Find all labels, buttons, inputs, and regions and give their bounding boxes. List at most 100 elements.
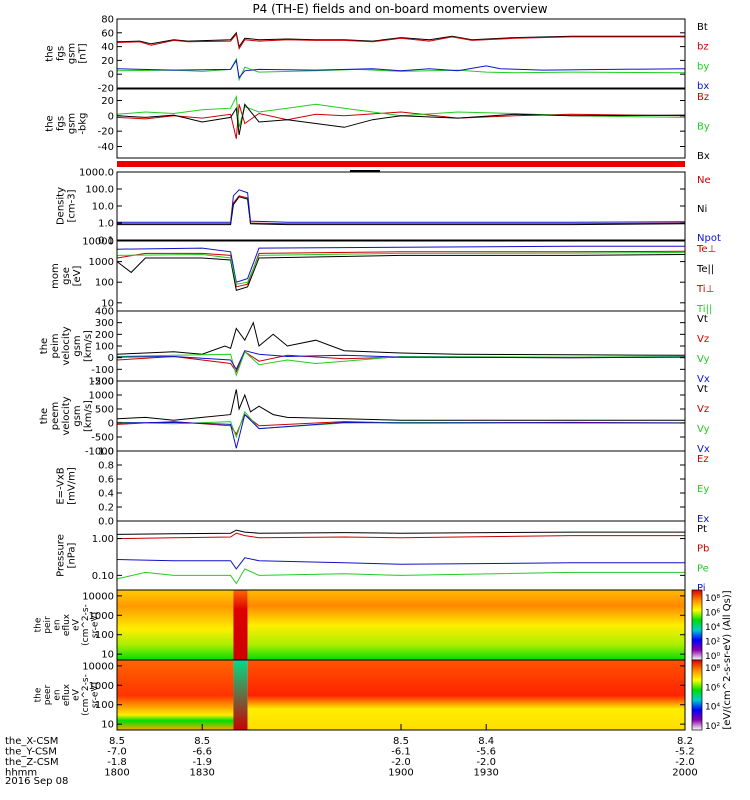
y-tick-label: 10000 [82,237,114,248]
y-axis-label: gse [61,267,72,285]
colorbar-tick-label: 10⁶ [705,609,720,619]
y-axis-label: fgs [56,46,67,61]
y-axis-label: fgs [56,116,67,131]
series-pressure-Pb [116,532,685,540]
legend-entry: Pe [697,563,709,574]
legend-entry: Vt [697,314,708,325]
y-tick-label: 1000 [89,681,114,692]
time-axis-value: -2.0 [391,757,411,768]
time-axis-value: 1900 [388,768,413,779]
y-tick-label: 0.4 [98,489,114,500]
legend-entry: bz [697,42,709,53]
series-fgs_a-bx [116,59,686,79]
legend-entry: Vt [697,384,708,395]
y-axis-label: en [53,689,63,700]
y-axis-label: eV [72,618,82,631]
colorbar-label: [eV/(cm^2-s-sr-eV) (All Qs)] [722,590,733,729]
time-axis-value: -1.8 [107,757,127,768]
y-tick-label: 0 [108,353,114,364]
legend-entry: Vz [697,404,709,415]
panel-peir: 10⁸ 10⁶ 10⁴ 10² 10⁰ 10000 1000 100 10 the peir en ef… [34,589,720,662]
colorbar-tick-label: 10⁴ [705,623,720,633]
legend-entry: Ti⊥ [696,284,714,295]
legend-entry: Pb [697,544,709,555]
panel-peer: 10⁸ 10⁶ 10⁴ 10² 10000 1000 100 10 the peer en eflux… [34,659,720,732]
spectrogram-segment [117,590,234,660]
legend-entry: Vx [697,374,710,385]
y-axis-label: the [34,617,44,632]
y-axis-label: gsm [67,43,78,64]
y-axis-label: the [45,45,56,61]
y-tick-label: 10 [101,298,114,309]
legend-entry: Bt [697,22,708,33]
legend-entry: Bz [697,92,709,103]
time-axis-value: 8.2 [677,736,693,747]
y-axis-label: Density [56,187,67,225]
legend-entry: Ni [697,204,707,215]
time-axis-row-label: the_Y-CSM [5,747,57,758]
legend-entry: Pi [697,583,706,594]
series-pressure-Pe [116,568,685,585]
panel-fgs_a: Bt bz by bx 80 60 40 20 0 -20 the fgs gsm [nT] [45,15,710,95]
y-tick-label: -500 [91,433,114,444]
time-axis-value: -6.1 [391,747,411,758]
series-pressure-Pi [116,557,685,570]
y-axis-label: eflux [62,613,72,636]
series-temperature-Ti⊥ [116,245,685,283]
series-fgs_a-by [116,57,686,82]
colorbar-tick-label: 10² [705,638,720,648]
time-axis-value: 1930 [473,768,498,779]
y-tick-label: -40 [98,142,114,153]
y-tick-label: 200 [95,330,114,341]
y-axis-label: [km/s] [83,330,94,362]
panel-frame [116,450,686,522]
y-axis-label: [km/s] [83,400,94,432]
legend-entry: Vy [697,354,710,365]
panel-temperature: Te⊥ Te|| Ti⊥ Ti|| 10000 1000 100 10 mom gse [eV] [50,237,716,316]
panel-frame [116,380,686,452]
y-tick-label: -20 [98,127,114,138]
panel-density: Ne Ni Npot 1000.0 100.0 10.0 1.0 0.1 Density [cm-… [56,168,721,247]
y-axis-label: Pressure [56,534,67,577]
legend-entry: Vy [697,424,710,435]
y-axis-label: mom [50,263,61,289]
series-fgs_a-Bt [116,31,685,48]
y-axis-label: [cm-3] [67,189,78,222]
colorbar [691,659,703,731]
time-axis-row-label: the_Z-CSM [5,757,59,768]
y-tick-label: 1000 [89,611,114,622]
y-tick-label: 0 [108,70,114,81]
y-tick-label: 0.6 [98,475,114,486]
y-tick-label: 1000 [89,391,114,402]
series-density-Ne [117,195,686,225]
y-tick-label: 0 [108,111,114,122]
y-axis-label: velocity [61,396,72,435]
y-tick-label: 20 [101,56,114,67]
y-tick-label: 0.0 [98,517,114,528]
series-peem-Vy [116,410,686,439]
y-tick-label: 60 [101,28,114,39]
legend-entry: Ti|| [696,304,712,315]
y-axis-label: -bkg [78,112,89,134]
y-tick-label: 100 [95,700,114,711]
y-tick-label: 100 [95,630,114,641]
y-axis-label: velocity [61,326,72,365]
legend-entry: Pt [697,524,707,535]
y-tick-label: 10000 [82,661,114,672]
series-peem-Vt [116,389,685,421]
legend-entry: Te|| [696,264,714,275]
spectrogram-segment [233,660,248,730]
legend-entry: Ey [697,484,709,495]
y-tick-label: 1000.0 [79,168,114,179]
y-tick-label: 1000 [89,257,114,268]
y-tick-label: -100 [91,365,114,376]
series-pressure-Pt [116,529,685,535]
panel-fgs_b: Bz By Bx 20 0 -20 -40 the fgs gsm -bkg [45,88,710,162]
series-density-Ni [117,196,686,226]
series-fgs_b-Bx [116,103,686,136]
panel-efield: Ez Ey Ex 1.0 0.8 0.6 0.4 0.2 0.0 E=-VxB [mV/m] [56,447,710,528]
time-axis-value: 8.4 [478,736,494,747]
legend-entry: Ex [697,514,709,525]
y-axis-label: eflux [62,683,72,706]
